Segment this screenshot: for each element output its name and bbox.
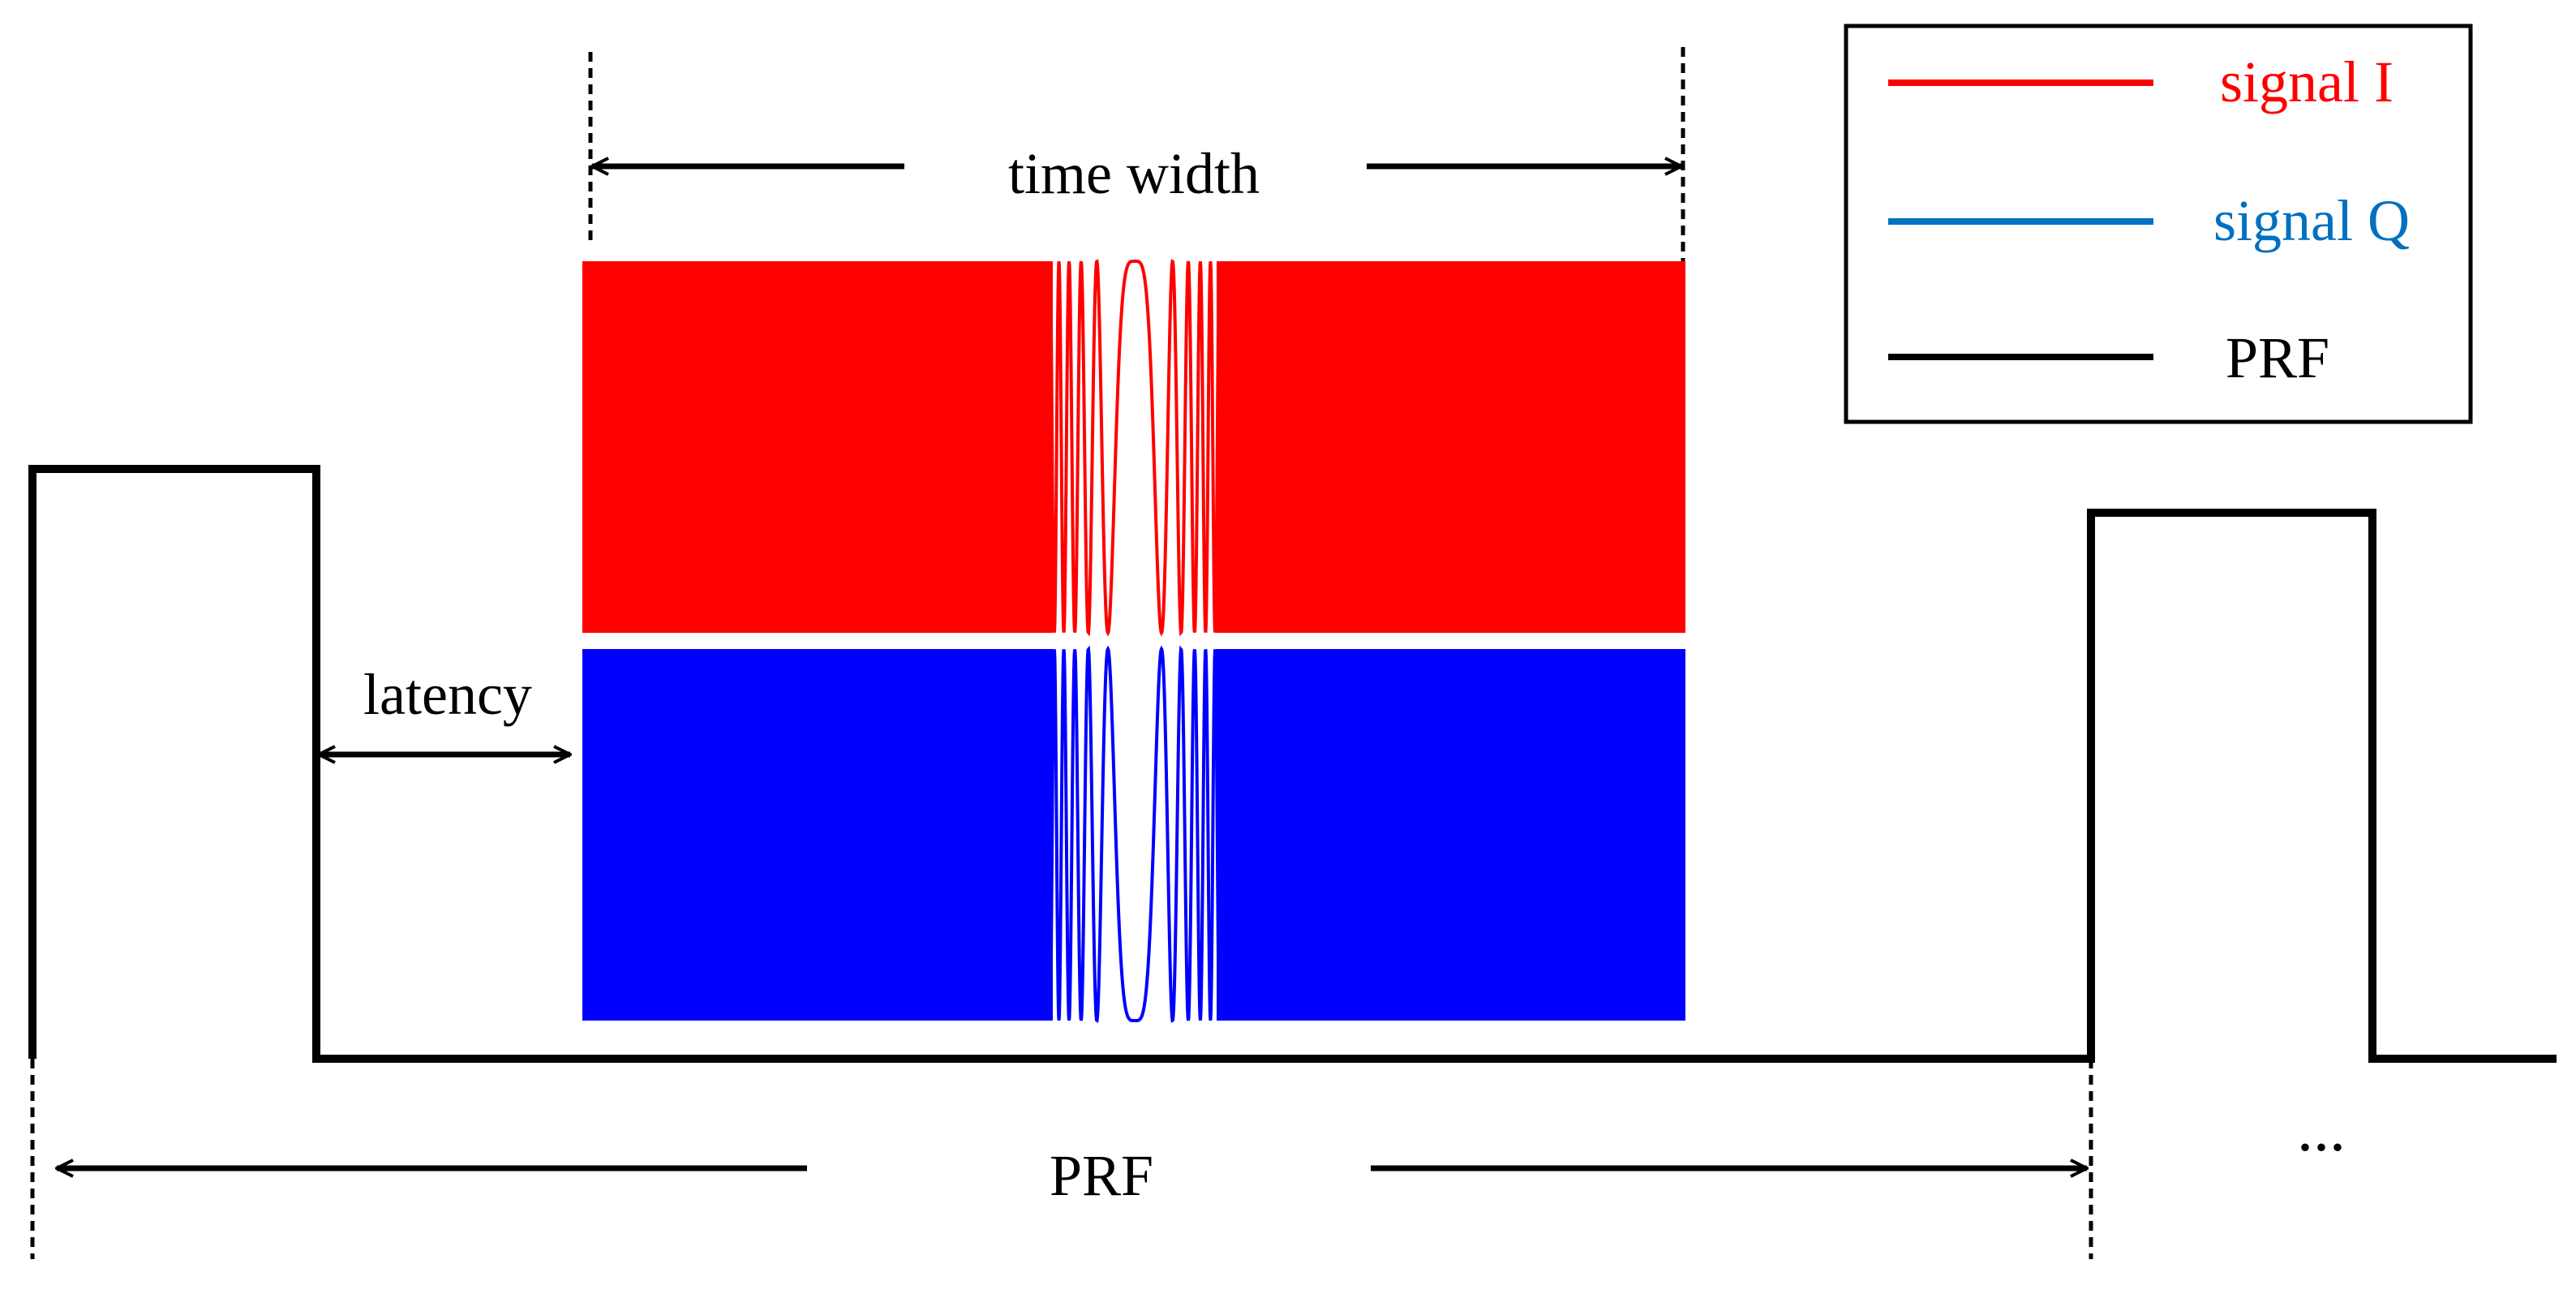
continuation-ellipsis: ... <box>2297 1094 2346 1165</box>
legend-label-signal-i: signal I <box>2220 49 2394 114</box>
legend-item-signal-i: signal I <box>1888 49 2394 114</box>
legend: signal I signal Q PRF <box>1844 24 2473 424</box>
signal-i-center-oscillation <box>1050 259 1220 637</box>
signal-q-waveform <box>582 645 1685 1023</box>
signal-i-chirp-trace <box>1050 259 1220 637</box>
time-width-label: time width <box>1008 141 1260 206</box>
signal-i-band-right <box>1217 261 1685 633</box>
legend-item-prf: PRF <box>1888 325 2329 390</box>
signal-q-band-right <box>1217 649 1685 1021</box>
signal-i-band-left <box>582 261 1053 633</box>
signal-i-waveform <box>582 259 1685 637</box>
legend-label-signal-q: signal Q <box>2213 188 2410 253</box>
signal-q-band-left <box>582 649 1053 1021</box>
signal-q-center-oscillation <box>1050 645 1220 1023</box>
latency-label: latency <box>363 662 532 727</box>
prf-period-label: PRF <box>1050 1143 1153 1208</box>
legend-label-prf: PRF <box>2226 325 2329 390</box>
signal-q-chirp-trace <box>1050 645 1220 1023</box>
legend-item-signal-q: signal Q <box>1888 188 2410 253</box>
